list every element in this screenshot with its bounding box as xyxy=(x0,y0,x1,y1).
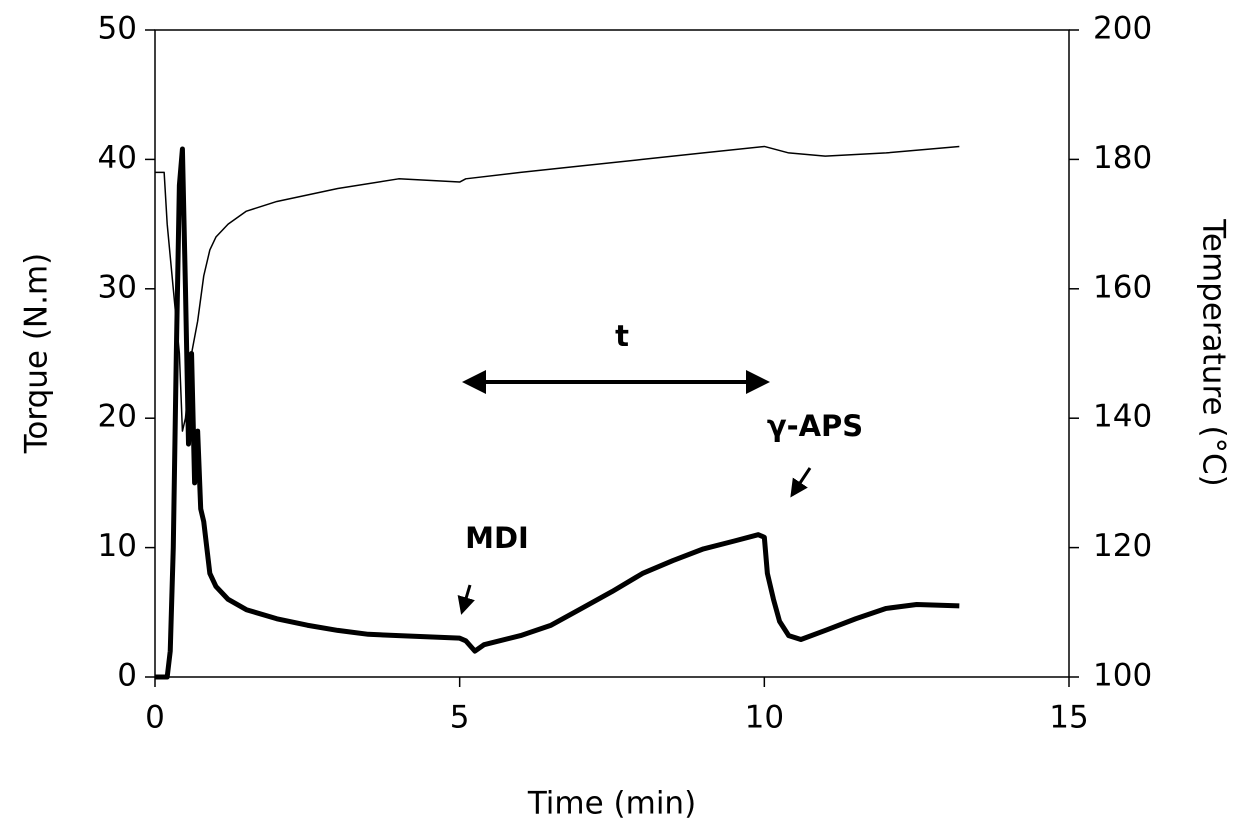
y2-tick-label: 200 xyxy=(1093,11,1152,47)
y-tick-label: 20 xyxy=(98,399,137,435)
aps-arrow xyxy=(790,467,812,498)
x-tick-label: 10 xyxy=(745,700,784,736)
annotation: γ-APS xyxy=(767,409,863,443)
y-tick-label: 30 xyxy=(98,269,137,305)
annotation: MDI xyxy=(465,521,529,555)
annotation: t xyxy=(615,319,629,353)
x-tick-label: 5 xyxy=(450,700,470,736)
torque-line xyxy=(155,146,960,680)
y2-axis-label: Temperature (°C) xyxy=(1196,218,1232,487)
y-tick-label: 50 xyxy=(98,11,137,47)
x-tick-label: 0 xyxy=(145,700,165,736)
y-tick-label: 10 xyxy=(98,528,137,564)
x-axis-label: Time (min) xyxy=(527,786,696,822)
x-tick-label: 15 xyxy=(1049,700,1088,736)
temperature-line xyxy=(155,145,960,432)
mdi-arrow xyxy=(457,584,475,615)
y2-tick-label: 160 xyxy=(1093,269,1152,305)
y-tick-label: 0 xyxy=(117,658,137,694)
y2-tick-label: 100 xyxy=(1093,658,1152,694)
y-tick-label: 40 xyxy=(98,140,137,176)
y-axis-label: Torque (N.m) xyxy=(19,253,55,455)
y2-tick-label: 120 xyxy=(1093,528,1152,564)
y2-tick-label: 140 xyxy=(1093,399,1152,435)
plot-frame xyxy=(154,29,1070,678)
y2-tick-label: 180 xyxy=(1093,140,1152,176)
